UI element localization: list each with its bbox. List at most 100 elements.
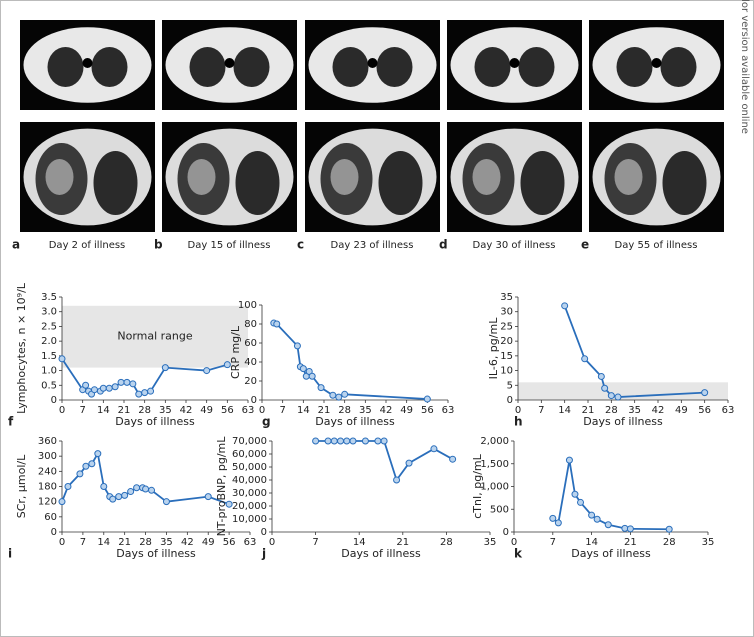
ct-lung [376,47,413,87]
data-point [121,491,129,499]
panel-letter: g [262,415,271,429]
y-tick-label: 50,000 [232,462,267,473]
y-tick-label: 1,500 [480,459,509,470]
y-tick-label: 60 [244,338,257,349]
x-tick-label: 21 [582,405,595,416]
data-point [117,378,125,386]
data-point [64,483,72,490]
y-tick-label: 70,000 [232,436,267,447]
data-point [111,383,119,391]
ct-lung [518,47,555,87]
data-point [148,486,156,494]
ct-caption: Day 23 of illness [331,240,414,251]
data-point [312,437,320,445]
data-point [88,460,96,468]
ct-opacity [472,159,501,195]
x-tick-label: 7 [550,537,556,548]
ct-image [20,20,155,110]
ct-caption: Day 55 of illness [615,240,698,251]
ct-caption: Day 2 of illness [49,240,126,251]
data-point [343,437,351,445]
data-point [99,384,107,392]
ct-lung [189,47,226,87]
x-tick-label: 35 [159,405,172,416]
data-point [324,437,332,445]
data-point [335,393,343,401]
y-tick-label: 1.5 [41,351,57,362]
panel-letter: b [154,238,163,252]
side-note: Color version available online [739,0,750,134]
data-point [133,484,141,492]
data-point [76,470,84,478]
data-point [127,488,135,496]
ct-image [162,122,297,232]
ct-lung [660,47,697,87]
y-axis-label: SCr, μmol/L [15,454,28,518]
ct-trachea [509,58,520,68]
x-tick-label: 49 [675,405,688,416]
y-tick-label: 3.5 [41,292,57,303]
x-tick-label: 21 [118,537,131,548]
y-tick-label: 120 [38,497,57,508]
data-point [601,384,609,392]
x-tick-label: 42 [380,405,393,416]
y-tick-label: 0 [503,527,509,538]
y-tick-label: 0.5 [41,380,57,391]
data-point [430,445,438,453]
x-tick-label: 21 [118,405,131,416]
x-axis-label: Days of illness [583,415,663,428]
y-tick-label: 2.0 [41,336,57,347]
x-tick-label: 21 [624,537,637,548]
y-tick-label: 35 [500,292,513,303]
x-tick-label: 56 [223,537,236,548]
data-point [203,367,211,375]
data-point [665,525,673,533]
ct-lung [235,151,280,215]
x-tick-label: 35 [628,405,641,416]
y-tick-label: 0 [51,395,57,406]
data-point [337,437,345,445]
x-tick-label: 35 [359,405,372,416]
y-tick-label: 1,000 [480,482,509,493]
data-point [423,395,431,403]
x-axis-label: Days of illness [116,547,196,560]
data-point [701,389,709,397]
data-point [577,498,585,506]
y-tick-label: 60 [44,512,57,523]
data-point [329,391,337,399]
ct-lung [378,151,423,215]
y-tick-label: 20,000 [232,501,267,512]
x-tick-label: 56 [421,405,434,416]
ct-image [447,122,582,232]
data-point [90,386,98,394]
data-point [604,521,612,529]
data-point [141,389,149,397]
x-tick-label: 7 [538,405,544,416]
x-tick-label: 63 [244,537,257,548]
y-tick-label: 40,000 [232,475,267,486]
y-axis-label: cTnI, pg/mL [471,453,484,518]
y-tick-label: 25 [500,321,513,332]
panel-letter: k [514,547,523,561]
ct-opacity [614,159,643,195]
ct-image [589,122,724,232]
x-tick-label: 14 [585,537,598,548]
x-tick-label: 49 [200,405,213,416]
normal-range [62,305,248,368]
data-point [308,372,316,380]
y-tick-label: 80 [244,319,257,330]
data-point [349,437,357,445]
x-tick-label: 35 [702,537,715,548]
y-axis-label: IL-6, pg/mL [487,317,500,380]
ct-lung [91,47,128,87]
data-point [109,495,117,503]
panel-letter: c [297,238,304,252]
x-axis-label: Days of illness [115,415,195,428]
y-tick-label: 20 [244,376,257,387]
panel-letter: a [12,238,20,252]
y-tick-label: 0 [507,395,513,406]
y-tick-label: 10 [500,366,513,377]
y-tick-label: 100 [238,300,257,311]
data-point [299,365,307,373]
data-point [593,515,601,523]
